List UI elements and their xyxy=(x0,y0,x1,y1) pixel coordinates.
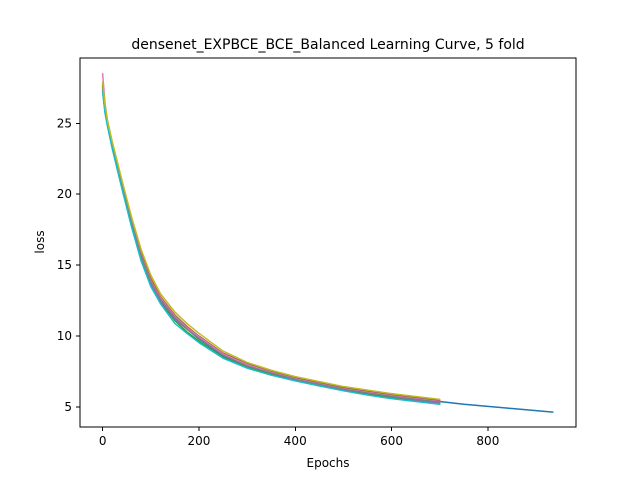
series-line-9 xyxy=(101,91,441,406)
x-tick-label: 0 xyxy=(99,434,107,448)
y-tick-label: 20 xyxy=(57,187,72,201)
chart-title: densenet_EXPBCE_BCE_Balanced Learning Cu… xyxy=(131,37,524,53)
y-tick-label: 10 xyxy=(57,329,72,343)
y-axis-ticks: 5 10 15 20 25 xyxy=(57,116,80,414)
x-axis-ticks: 0 200 400 600 800 xyxy=(99,427,499,448)
series-line-8 xyxy=(101,87,441,403)
y-tick-label: 25 xyxy=(57,116,72,130)
series-line-10 xyxy=(101,81,441,401)
x-tick-label: 400 xyxy=(284,434,307,448)
plot-area: 0 200 400 600 800 5 10 15 20 25 xyxy=(57,57,577,448)
x-tick-label: 600 xyxy=(380,434,403,448)
x-tick-label: 800 xyxy=(476,434,499,448)
series-layer xyxy=(101,72,554,413)
x-axis-label: Epochs xyxy=(307,456,350,470)
x-tick-label: 200 xyxy=(187,434,210,448)
y-tick-label: 15 xyxy=(57,258,72,272)
axes-frame xyxy=(79,57,577,428)
y-axis-label: loss xyxy=(33,230,47,253)
y-tick-label: 5 xyxy=(64,400,72,414)
